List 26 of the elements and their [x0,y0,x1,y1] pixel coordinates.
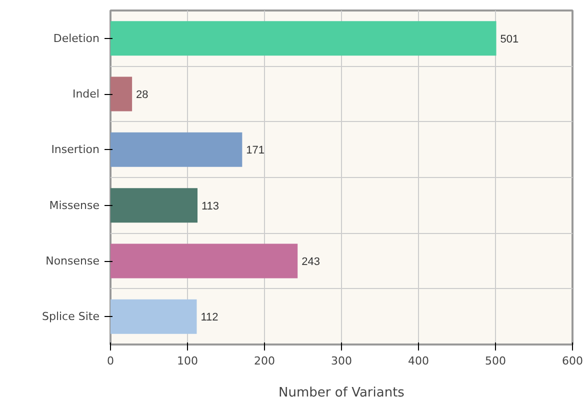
data-label: 112 [200,312,218,324]
data-label: 501 [500,33,519,46]
x-tick-label: 400 [408,354,429,368]
y-tick-label: Insertion [51,143,100,156]
x-tick-label: 600 [562,354,583,368]
bar [110,21,496,56]
x-tick-label: 0 [107,354,114,368]
y-tick-label: Missense [49,198,100,212]
bar [110,299,197,334]
data-label: 171 [246,144,265,157]
bar [110,132,242,167]
bar [110,76,132,112]
x-tick-label: 100 [177,354,198,368]
y-tick-label: Deletion [53,32,100,45]
x-tick-label: 200 [254,354,275,368]
y-tick-label: Splice Site [42,310,100,324]
bar [110,244,298,278]
y-tick-label: Indel [72,88,100,100]
bar [110,188,198,223]
data-label: 113 [202,200,220,212]
y-tick-label: Nonsense [46,254,100,268]
data-label: 28 [136,89,148,101]
x-tick-label: 300 [331,354,352,368]
x-tick-label: 500 [485,354,506,368]
x-axis-title: Number of Variants [278,386,405,400]
data-label: 243 [302,256,320,268]
